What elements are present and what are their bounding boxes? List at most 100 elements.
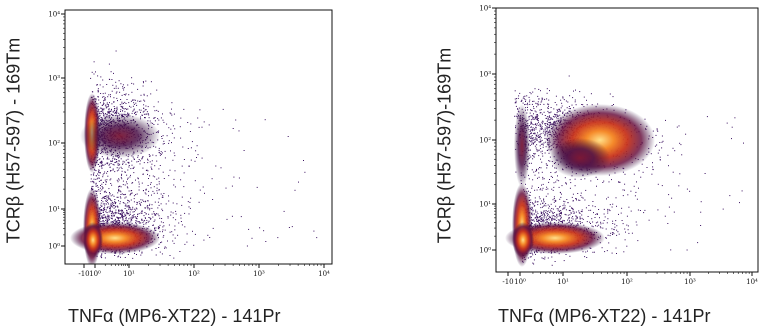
event-dot [532, 139, 534, 141]
event-dot [148, 205, 150, 206]
event-dot [575, 104, 577, 106]
event-dot [128, 201, 130, 203]
event-dot [103, 113, 105, 115]
event-dot [113, 101, 115, 103]
event-dot [550, 118, 552, 120]
event-dot [618, 233, 620, 235]
event-dot [165, 203, 167, 205]
event-dot [186, 233, 188, 235]
event-dot [533, 263, 535, 265]
event-dot [93, 61, 95, 63]
event-dot [107, 214, 109, 216]
event-dot [159, 165, 161, 166]
event-dot [172, 234, 174, 236]
event-dot [537, 95, 539, 97]
event-dot [131, 190, 133, 191]
event-dot [110, 110, 112, 112]
event-dot [143, 113, 145, 115]
event-dot [550, 111, 552, 113]
event-dot [135, 111, 136, 113]
event-dot [109, 179, 111, 181]
event-dot [144, 117, 146, 119]
event-dot [605, 228, 607, 230]
event-dot [105, 217, 107, 219]
event-dot [95, 170, 97, 172]
event-dot [138, 189, 140, 191]
event-dot [102, 96, 103, 98]
event-dot [680, 144, 682, 146]
event-dot [537, 150, 539, 152]
event-dot [104, 204, 106, 206]
event-dot [154, 214, 156, 216]
y-tick-label: 10⁴ [48, 11, 60, 19]
event-dot [133, 158, 135, 160]
event-dot [248, 228, 250, 230]
event-dot [588, 205, 590, 206]
event-dot [646, 167, 648, 168]
event-dot [105, 218, 107, 220]
event-dot [145, 113, 147, 115]
event-dot [181, 196, 183, 198]
event-dot [287, 136, 289, 137]
event-dot [127, 199, 129, 201]
event-dot [541, 128, 542, 130]
event-dot [535, 135, 537, 137]
event-dot [126, 206, 128, 208]
event-dot [576, 220, 578, 222]
event-dot [157, 227, 159, 229]
event-dot [116, 196, 118, 198]
event-dot [579, 218, 581, 220]
event-dot [147, 221, 149, 223]
event-dot [578, 212, 580, 214]
event-dot [100, 113, 102, 115]
event-dot [137, 215, 138, 217]
event-dot [536, 216, 538, 218]
event-dot [149, 175, 151, 177]
event-dot [127, 187, 129, 189]
event-dot [115, 92, 117, 94]
event-dot [547, 204, 549, 206]
event-dot [126, 174, 128, 176]
event-dot [530, 156, 532, 158]
event-dot [544, 115, 546, 116]
event-dot [102, 201, 104, 203]
event-dot [123, 94, 125, 95]
event-dot [115, 87, 117, 89]
event-dot [532, 128, 533, 130]
event-dot [541, 221, 543, 223]
event-dot [545, 205, 547, 207]
event-dot [529, 99, 531, 101]
event-dot [539, 141, 541, 143]
event-dot [515, 100, 517, 102]
event-dot [121, 173, 123, 175]
event-dot [124, 184, 126, 186]
event-dot [547, 128, 548, 130]
event-dot [128, 114, 130, 115]
event-dot [563, 220, 565, 222]
event-dot [540, 214, 542, 216]
event-dot [123, 221, 125, 223]
event-dot [641, 163, 643, 165]
event-dot [133, 83, 135, 85]
event-dot [540, 109, 542, 111]
event-dot [536, 138, 538, 140]
event-dot [180, 217, 182, 219]
event-dot [567, 202, 569, 204]
event-dot [557, 208, 559, 210]
event-dot [604, 251, 606, 253]
event-dot [534, 117, 536, 119]
event-dot [113, 220, 115, 222]
event-dot [211, 178, 213, 180]
event-dot [533, 108, 535, 109]
event-dot [545, 210, 547, 211]
event-dot [110, 211, 112, 212]
event-dot [192, 230, 193, 232]
event-dot [539, 112, 541, 114]
event-dot [108, 108, 110, 110]
event-dot [118, 212, 120, 214]
event-dot [118, 218, 119, 220]
event-dot [127, 108, 129, 110]
event-dot [138, 213, 140, 215]
event-dot [153, 224, 154, 226]
event-dot [548, 210, 550, 212]
